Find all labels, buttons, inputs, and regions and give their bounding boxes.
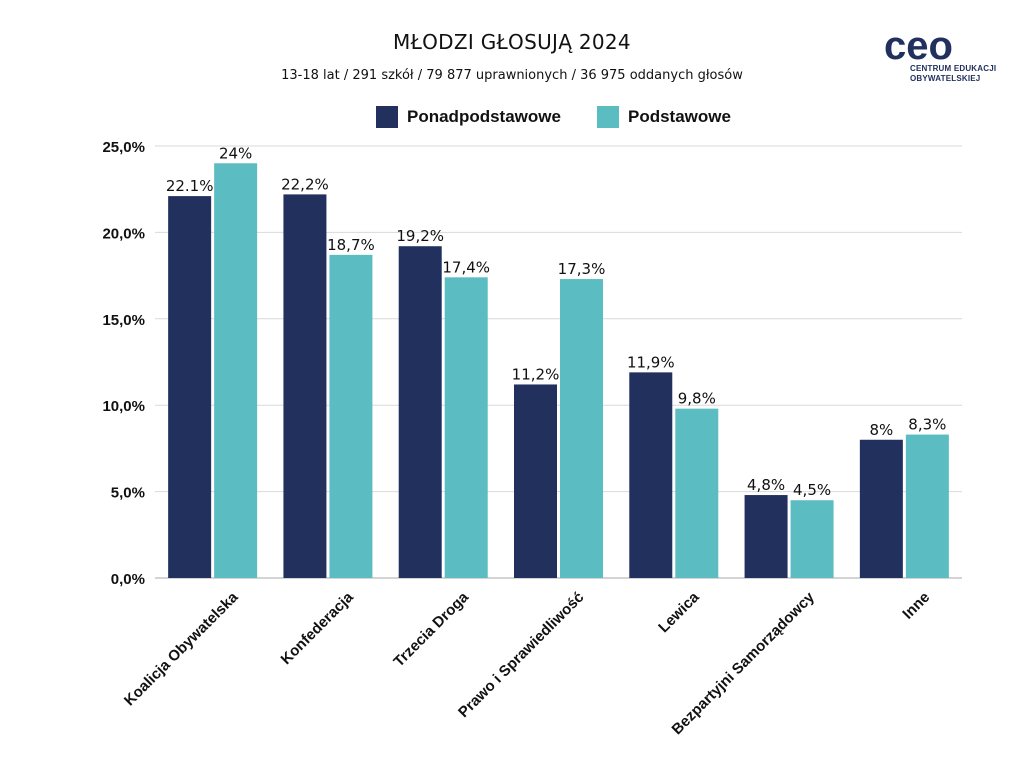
- legend-item-ponadpodstawowe: Ponadpodstawowe: [376, 106, 561, 128]
- data-label: 17,3%: [558, 260, 606, 278]
- data-label: 24%: [219, 144, 252, 162]
- chart-subtitle: 13-18 lat / 291 szkół / 79 877 uprawnion…: [281, 68, 743, 83]
- bar-podstawowe-prawo-i-sprawiedliwosc: [560, 279, 603, 578]
- chart-title: MŁODZI GŁOSUJĄ 2024: [393, 30, 631, 54]
- x-tick-label: Lewica: [655, 588, 703, 636]
- y-tick-label: 5,0%: [111, 485, 145, 502]
- data-label: 19,2%: [396, 227, 444, 245]
- y-tick-label: 10,0%: [102, 398, 145, 415]
- legend-item-podstawowe: Podstawowe: [597, 106, 731, 128]
- data-label: 11,2%: [512, 365, 560, 383]
- ceo-logo-line1: CENTRUM EDUKACJI: [910, 64, 997, 73]
- x-tick-label: Koalicja Obywatelska: [121, 588, 242, 709]
- x-tick-label: Trzecia Droga: [390, 588, 472, 670]
- data-label: 4,8%: [747, 476, 785, 494]
- bar-ponadpodstawowe-prawo-i-sprawiedliwosc: [514, 384, 557, 578]
- data-label: 22,2%: [281, 175, 329, 193]
- ceo-logo-caption: CENTRUM EDUKACJI OBYWATELSKIEJ: [910, 64, 996, 84]
- bar-ponadpodstawowe-trzecia-droga: [398, 246, 442, 578]
- x-tick-label: Prawo i Sprawiedliwość: [455, 589, 587, 721]
- bar-podstawowe-konfederacja: [329, 254, 373, 578]
- bar-ponadpodstawowe-bezpartyjni-samorzadowcy: [744, 495, 788, 578]
- x-tick-label: Konfederacja: [278, 588, 358, 668]
- legend-label-podstawowe: Podstawowe: [628, 107, 731, 126]
- bar-ponadpodstawowe-inne: [859, 439, 903, 578]
- x-tick-label: Inne: [899, 589, 933, 623]
- data-label: 17,4%: [442, 258, 490, 276]
- legend-label-ponadpodstawowe: Ponadpodstawowe: [407, 107, 561, 126]
- ceo-logo-line2: OBYWATELSKIEJ: [910, 74, 981, 83]
- data-label: 8,3%: [908, 416, 946, 434]
- data-label: 18,7%: [327, 236, 375, 254]
- ceo-logo-mark: ceo: [884, 28, 953, 68]
- y-tick-label: 0,0%: [111, 571, 145, 588]
- data-label: 8%: [869, 421, 893, 439]
- legend: Ponadpodstawowe Podstawowe: [0, 106, 1024, 130]
- data-label: 11,9%: [627, 353, 675, 371]
- y-tick-label: 25,0%: [102, 139, 145, 156]
- y-tick-label: 20,0%: [102, 225, 145, 242]
- bar-ponadpodstawowe-koalicja-obywatelska: [168, 196, 212, 578]
- bar-podstawowe-inne: [905, 434, 949, 578]
- data-label: 4,5%: [793, 481, 831, 499]
- bar-ponadpodstawowe-konfederacja: [283, 194, 327, 578]
- data-label: 9,8%: [678, 390, 716, 408]
- ceo-logo-text: ceo: [884, 28, 953, 68]
- y-tick-label: 15,0%: [102, 312, 145, 329]
- bar-podstawowe-koalicja-obywatelska: [214, 163, 258, 578]
- data-label: 22.1%: [166, 177, 214, 195]
- bar-podstawowe-trzecia-droga: [444, 277, 488, 578]
- legend-swatch-podstawowe: [597, 106, 619, 128]
- bar-podstawowe-bezpartyjni-samorzadowcy: [790, 500, 834, 578]
- bar-podstawowe-lewica: [675, 408, 719, 578]
- legend-swatch-ponadpodstawowe: [376, 106, 398, 128]
- bar-ponadpodstawowe-lewica: [629, 372, 673, 578]
